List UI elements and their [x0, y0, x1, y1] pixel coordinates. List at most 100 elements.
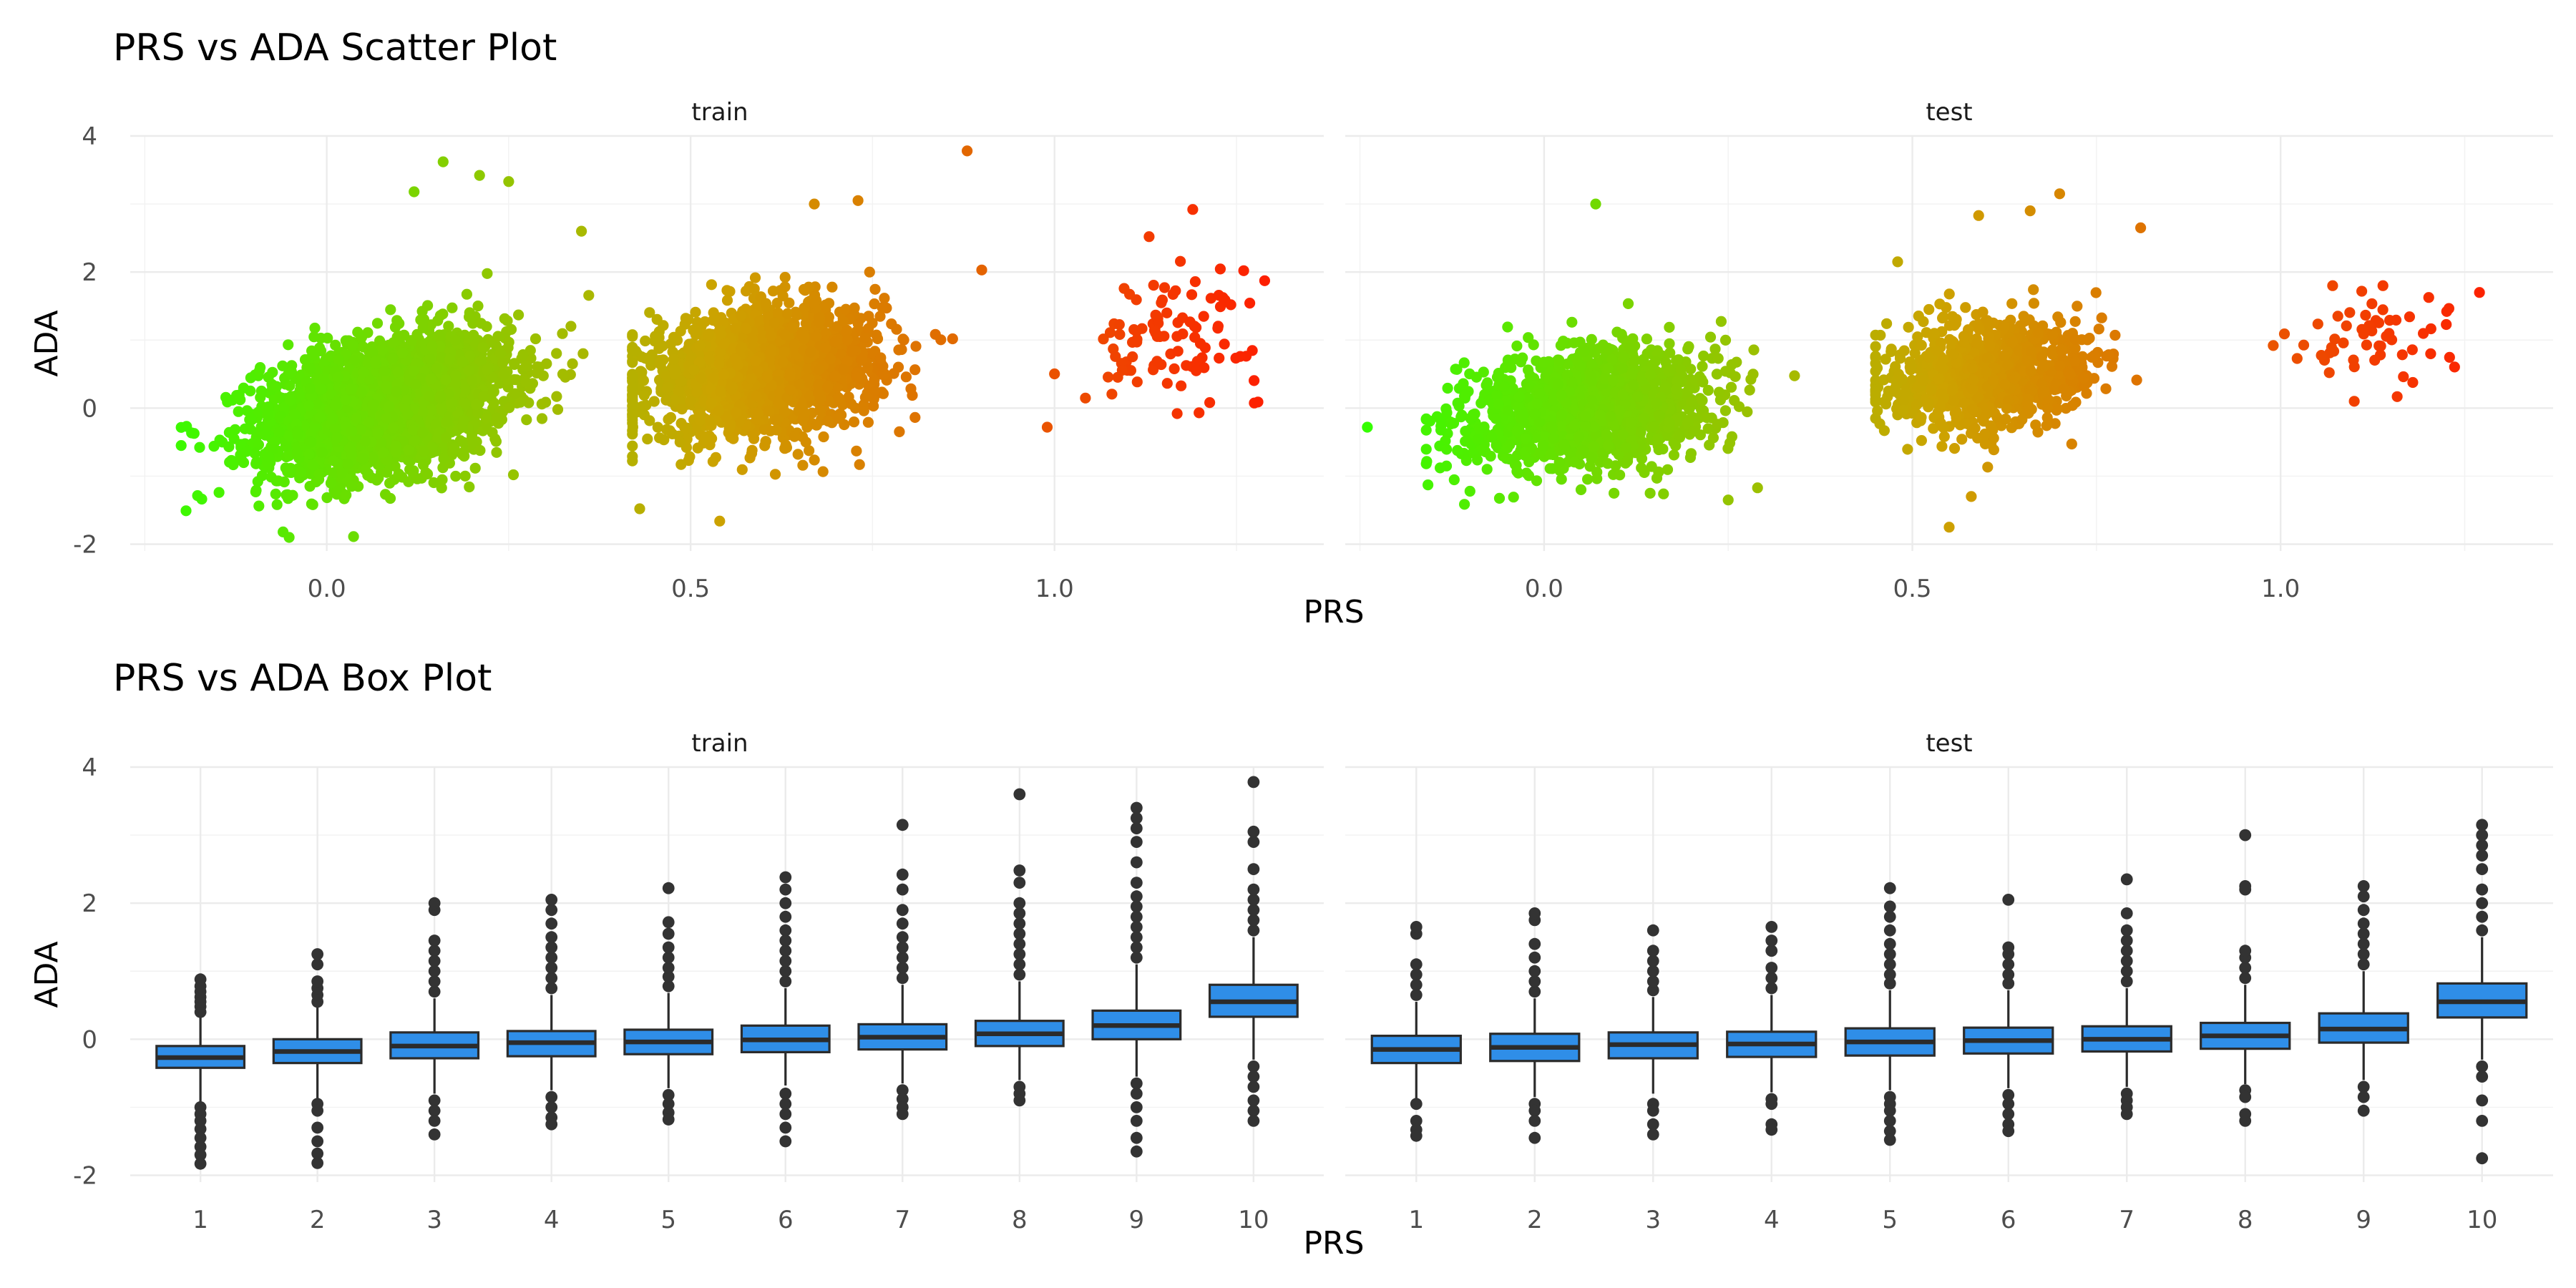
scatter-point	[820, 342, 831, 353]
scatter-point	[748, 283, 760, 295]
scatter-point	[779, 281, 791, 293]
scatter-point	[660, 394, 672, 406]
scatter-point	[322, 332, 333, 344]
scatter-point	[691, 326, 703, 338]
scatter-point	[1148, 280, 1159, 291]
scatter-point	[417, 322, 429, 333]
scatter-point	[440, 431, 452, 444]
scatter-point	[669, 369, 680, 380]
scatter-point	[481, 412, 492, 424]
scatter-point	[352, 326, 364, 338]
scatter-x-tick-label: 1.0	[1035, 575, 1074, 603]
scatter-point	[833, 392, 844, 404]
scatter-point	[552, 404, 564, 415]
scatter-point	[399, 329, 410, 341]
scatter-point	[1167, 288, 1179, 300]
scatter-point	[694, 340, 706, 351]
scatter-point	[638, 375, 650, 386]
scatter-point	[271, 499, 283, 510]
scatter-point	[780, 439, 791, 451]
scatter-point	[767, 286, 779, 297]
scatter-point	[1217, 292, 1229, 303]
scatter-point	[1744, 384, 1755, 396]
scatter-point	[314, 411, 326, 423]
scatter-point	[435, 391, 447, 402]
scatter-point	[683, 313, 694, 326]
scatter-point	[769, 317, 780, 328]
scatter-point	[749, 272, 761, 283]
scatter-point	[308, 349, 321, 361]
scatter-point	[503, 336, 514, 348]
scatter-point	[304, 481, 316, 492]
scatter-point	[295, 467, 306, 478]
scatter-point	[811, 331, 822, 343]
scatter-point	[859, 332, 871, 343]
scatter-point	[346, 425, 357, 436]
scatter-point	[718, 338, 730, 350]
scatter-point	[285, 367, 296, 379]
scatter-point	[627, 440, 638, 452]
scatter-point	[497, 357, 509, 369]
scatter-panel-train: 0.0 0.5 1.0	[130, 135, 1324, 603]
scatter-point	[583, 290, 595, 301]
scatter-point	[180, 505, 192, 517]
scatter-point	[1719, 334, 1732, 346]
scatter-point	[800, 436, 811, 448]
scatter-point	[428, 477, 439, 489]
scatter-point	[396, 348, 409, 359]
scatter-point	[751, 391, 762, 402]
scatter-point	[436, 403, 448, 414]
scatter-point	[869, 283, 881, 295]
scatter-point	[520, 361, 532, 372]
scatter-point	[1508, 492, 1519, 503]
scatter-point	[391, 315, 403, 326]
scatter-point	[449, 334, 461, 346]
scatter-point	[464, 311, 475, 323]
scatter-point	[674, 436, 686, 448]
scatter-point	[822, 381, 834, 393]
scatter-point	[287, 489, 298, 501]
scatter-point	[832, 413, 844, 424]
scatter-point	[706, 397, 717, 409]
scatter-point	[777, 356, 789, 368]
scatter-point	[463, 365, 475, 376]
scatter-point	[188, 428, 200, 439]
scatter-point	[392, 366, 404, 378]
scatter-point	[359, 436, 371, 447]
scatter-strip-label-test: test	[1926, 98, 1972, 127]
scatter-point	[685, 395, 696, 406]
scatter-points-train	[175, 145, 1270, 543]
scatter-point	[1582, 474, 1594, 485]
scatter-point	[240, 446, 252, 457]
scatter-point	[892, 361, 904, 373]
scatter-point	[760, 436, 771, 447]
scatter-point	[372, 428, 384, 439]
scatter-point	[627, 369, 638, 381]
scatter-point	[490, 436, 502, 447]
scatter-point	[387, 422, 399, 434]
scatter-point	[482, 364, 493, 376]
scatter-point	[478, 391, 489, 402]
scatter-point	[491, 447, 502, 458]
scatter-point	[388, 337, 399, 348]
scatter-point	[351, 413, 362, 424]
scatter-point	[306, 498, 317, 509]
scatter-point	[503, 176, 514, 187]
scatter-point	[418, 446, 429, 457]
scatter-point	[222, 396, 233, 408]
scatter-point	[909, 411, 921, 424]
scatter-point	[1189, 331, 1201, 343]
scatter-point	[262, 409, 273, 421]
scatter-point	[511, 374, 522, 386]
scatter-point	[638, 389, 650, 401]
scatter-point	[346, 383, 358, 395]
scatter-point	[1148, 325, 1161, 336]
scatter-point	[424, 391, 435, 402]
scatter-point	[829, 336, 841, 348]
scatter-point	[782, 308, 794, 319]
scatter-point	[378, 447, 389, 459]
scatter-point	[852, 195, 864, 206]
scatter-point	[379, 365, 390, 377]
scatter-point	[277, 360, 288, 371]
scatter-point	[871, 329, 882, 341]
